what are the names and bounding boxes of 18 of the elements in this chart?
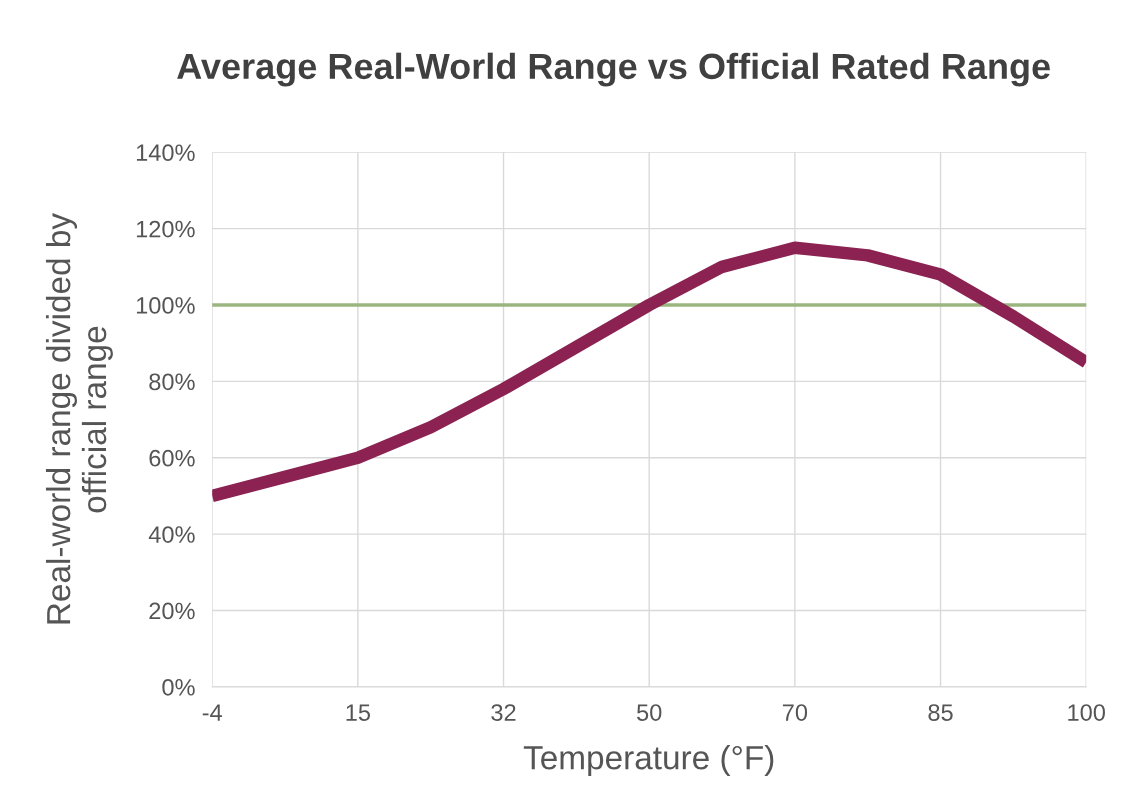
chart-title: Average Real-World Range vs Official Rated Range bbox=[177, 52, 1050, 87]
x-tick-label: 50 bbox=[637, 704, 662, 721]
y-tick-label: 140% bbox=[136, 144, 195, 162]
y-tick-label: 100% bbox=[136, 297, 195, 314]
x-tick-label: 100 bbox=[1068, 704, 1105, 721]
y-axis-title: Real-world range divided by official range bbox=[45, 213, 113, 624]
y-tick-label: 20% bbox=[149, 602, 195, 620]
x-tick-label: -4 bbox=[202, 704, 222, 721]
x-axis-title: Temperature (°F) bbox=[523, 745, 774, 777]
x-tick-label: 32 bbox=[491, 704, 516, 721]
x-tick-label: 70 bbox=[782, 704, 808, 721]
y-tick-label: 40% bbox=[148, 526, 195, 543]
y-tick-label: 80% bbox=[149, 373, 195, 391]
y-tick-label: 0% bbox=[162, 678, 195, 696]
y-tick-label: 120% bbox=[136, 220, 195, 238]
x-tick-label: 85 bbox=[928, 704, 953, 721]
x-tick-label: 15 bbox=[346, 704, 371, 721]
y-tick-label: 60% bbox=[149, 449, 195, 467]
